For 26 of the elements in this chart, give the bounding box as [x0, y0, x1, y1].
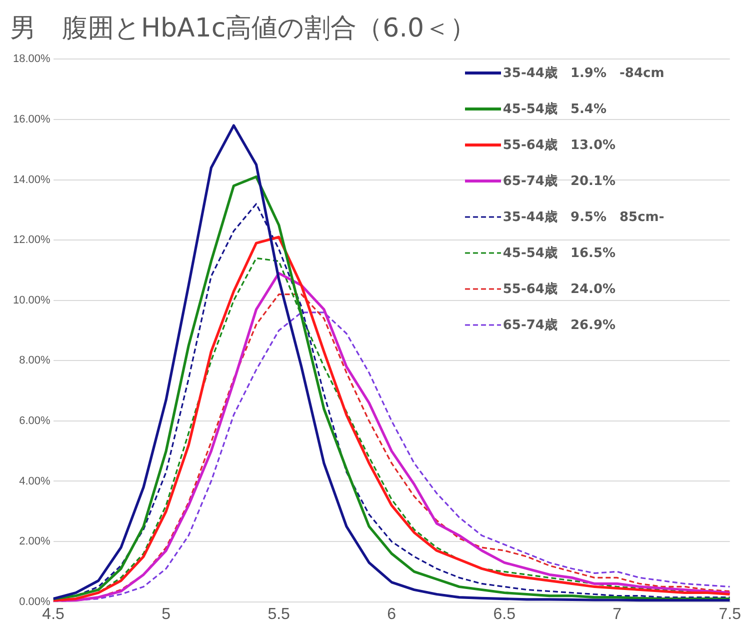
legend-label: 65-74歳 20.1% — [502, 173, 616, 190]
x-tick-label: 7.5 — [718, 606, 742, 623]
legend-label: 45-54歳 5.4% — [502, 101, 607, 118]
x-tick-label: 6 — [387, 606, 396, 623]
y-tick-label: 10.00% — [12, 294, 51, 306]
x-tick-label: 5.5 — [268, 606, 290, 623]
y-tick-label: 2.00% — [19, 536, 51, 548]
y-tick-label: 12.00% — [12, 234, 51, 246]
y-tick-label: 6.00% — [19, 414, 51, 427]
y-tick-label: 4.00% — [19, 475, 51, 488]
x-tick-label: 7 — [612, 606, 622, 623]
legend-label: 55-64歳 13.0% — [502, 137, 616, 154]
y-tick-label: 16.00% — [12, 114, 51, 126]
legend-label: 35-44歳 9.5% 85cm- — [502, 209, 664, 226]
y-tick-label: 8.00% — [19, 354, 51, 367]
x-tick-label: 6.5 — [493, 606, 516, 623]
legend-label: 45-54歳 16.5% — [502, 245, 616, 262]
x-tick-label: 4.5 — [42, 606, 65, 623]
y-tick-label: 18.00% — [12, 53, 51, 66]
legend-label: 35-44歳 1.9% -84cm — [502, 65, 664, 82]
chart-title: 男 腹囲とHbA1c高値の割合（6.0＜） — [10, 13, 476, 44]
y-tick-label: 14.00% — [12, 174, 51, 186]
legend-label: 65-74歳 26.9% — [502, 317, 616, 334]
legend-label: 55-64歳 24.0% — [502, 281, 616, 298]
x-tick-label: 5 — [162, 606, 171, 623]
y-tick-label: 0.00% — [19, 596, 51, 608]
